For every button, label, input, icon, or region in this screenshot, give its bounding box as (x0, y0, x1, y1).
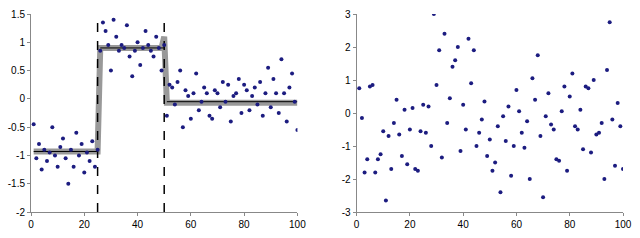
svg-text:80: 80 (239, 219, 251, 230)
svg-text:2: 2 (345, 42, 351, 53)
svg-text:-2: -2 (342, 174, 351, 185)
svg-text:60: 60 (511, 219, 523, 230)
svg-text:100: 100 (615, 219, 632, 230)
svg-text:80: 80 (564, 219, 576, 230)
svg-text:100: 100 (289, 219, 306, 230)
svg-text:0: 0 (28, 219, 34, 230)
svg-text:-1.5: -1.5 (8, 178, 26, 189)
svg-text:1.5: 1.5 (11, 9, 25, 20)
svg-text:0.5: 0.5 (11, 65, 25, 76)
svg-text:-1: -1 (16, 150, 25, 161)
svg-text:40: 40 (132, 219, 144, 230)
svg-text:-1: -1 (342, 141, 351, 152)
svg-text:40: 40 (458, 219, 470, 230)
svg-text:-0.5: -0.5 (8, 122, 26, 133)
svg-text:-3: -3 (342, 207, 351, 218)
svg-text:20: 20 (79, 219, 91, 230)
svg-text:3: 3 (345, 9, 351, 20)
svg-text:60: 60 (185, 219, 197, 230)
svg-text:0: 0 (19, 93, 25, 104)
svg-text:0: 0 (354, 219, 360, 230)
svg-text:20: 20 (404, 219, 416, 230)
svg-text:1: 1 (19, 37, 25, 48)
svg-text:-2: -2 (16, 207, 25, 218)
svg-text:1: 1 (345, 75, 351, 86)
svg-text:0: 0 (345, 108, 351, 119)
